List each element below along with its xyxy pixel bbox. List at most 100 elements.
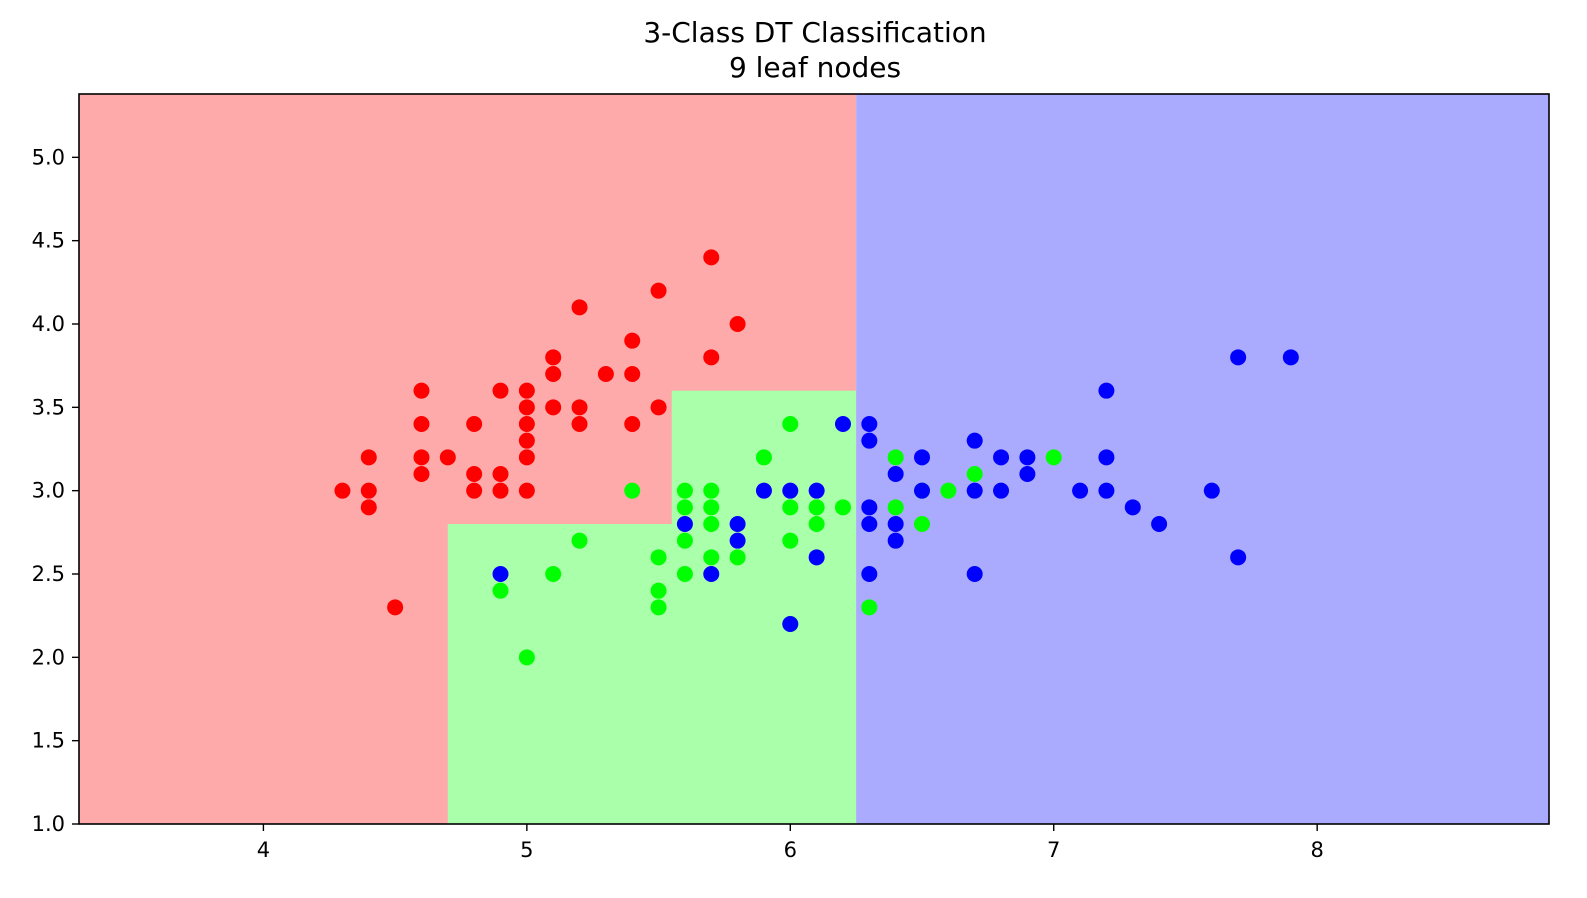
point-class-1-14: [834, 499, 851, 516]
point-class-0-5: [545, 349, 562, 366]
y-axis-ticks: 1.0 1.5 2.0 2.5 3.0 3.5 4.0 4.5 5.0: [32, 145, 79, 836]
point-class-0-15: [571, 399, 588, 416]
point-class-2-32: [1230, 549, 1247, 566]
point-class-0-16: [650, 399, 667, 416]
point-class-1-9: [940, 482, 957, 499]
point-class-0-27: [413, 466, 430, 482]
point-class-1-12: [782, 499, 799, 516]
point-class-2-7: [914, 449, 931, 466]
x-tick-label: 5: [520, 838, 533, 862]
point-class-0-12: [518, 382, 535, 399]
point-class-2-15: [808, 482, 825, 499]
chart-subtitle: 9 leaf nodes: [729, 51, 901, 84]
point-class-2-28: [1151, 516, 1168, 532]
point-class-2-11: [887, 466, 904, 482]
point-class-2-26: [861, 516, 878, 532]
point-class-2-3: [834, 416, 851, 432]
point-class-0-0: [703, 249, 720, 266]
point-class-0-4: [624, 332, 641, 349]
point-class-1-21: [782, 532, 799, 549]
point-class-0-13: [518, 399, 535, 416]
point-class-1-4: [966, 466, 983, 482]
x-tick-label: 6: [784, 838, 797, 862]
point-class-2-36: [966, 566, 983, 582]
point-class-2-16: [914, 482, 931, 499]
point-class-1-20: [571, 532, 588, 549]
y-tick-label: 2.0: [32, 645, 65, 669]
point-class-2-9: [1019, 449, 1036, 466]
point-class-2-18: [993, 482, 1010, 499]
point-class-1-18: [914, 516, 931, 532]
point-class-0-11: [492, 382, 509, 399]
point-class-1-22: [650, 549, 667, 566]
point-class-0-17: [413, 416, 430, 432]
y-tick-label: 1.0: [32, 812, 65, 836]
point-class-0-28: [466, 466, 483, 482]
point-class-2-13: [755, 482, 772, 499]
point-class-0-29: [492, 466, 509, 482]
y-tick-label: 3.0: [32, 479, 65, 503]
point-class-1-0: [782, 416, 799, 432]
point-class-2-1: [1282, 349, 1299, 366]
point-class-0-3: [729, 316, 746, 332]
point-class-2-8: [993, 449, 1010, 466]
plot-area-frame: [78, 93, 1550, 825]
point-class-0-18: [466, 416, 483, 432]
point-class-2-5: [861, 432, 878, 449]
x-tick-label: 8: [1310, 838, 1323, 862]
point-class-1-5: [624, 482, 641, 499]
point-class-2-24: [676, 516, 693, 532]
point-class-2-0: [1230, 349, 1247, 366]
x-tick-label: 4: [257, 838, 270, 862]
point-class-2-2: [1098, 382, 1115, 399]
point-class-1-10: [676, 499, 693, 516]
y-tick-label: 4.5: [32, 229, 65, 253]
point-class-2-37: [782, 616, 799, 632]
point-class-2-35: [861, 566, 878, 582]
point-class-0-36: [387, 599, 404, 616]
point-class-0-14: [545, 399, 562, 416]
point-class-1-19: [676, 532, 693, 549]
point-class-1-28: [650, 582, 667, 599]
point-class-1-27: [492, 582, 509, 599]
decision-region-class-1-1: [447, 524, 857, 824]
point-class-0-20: [571, 416, 588, 432]
point-class-2-27: [887, 516, 904, 532]
point-class-2-21: [1203, 482, 1220, 499]
point-class-2-6: [966, 432, 983, 449]
point-class-1-23: [703, 549, 720, 566]
point-class-0-19: [518, 416, 535, 432]
point-class-2-12: [1019, 466, 1036, 482]
point-class-2-22: [861, 499, 878, 516]
point-class-2-4: [861, 416, 878, 432]
point-class-1-16: [703, 516, 720, 532]
point-class-0-30: [334, 482, 351, 499]
point-class-1-24: [729, 549, 746, 566]
point-class-1-15: [887, 499, 904, 516]
point-class-0-9: [624, 366, 641, 382]
point-class-0-23: [360, 449, 377, 466]
point-class-1-29: [650, 599, 667, 616]
point-class-2-33: [492, 566, 509, 582]
y-tick-label: 4.0: [32, 312, 65, 336]
point-class-0-33: [492, 482, 509, 499]
point-class-0-35: [360, 499, 377, 516]
point-class-2-10: [1098, 449, 1115, 466]
point-class-0-8: [597, 366, 614, 382]
point-class-2-34: [703, 566, 720, 582]
point-class-1-32: [518, 649, 535, 666]
point-class-1-13: [808, 499, 825, 516]
point-class-1-26: [676, 566, 693, 582]
data-points: [334, 249, 1299, 666]
point-class-0-2: [571, 299, 588, 316]
point-class-2-29: [729, 532, 746, 549]
x-axis-ticks: 4 5 6 7 8: [257, 824, 1324, 862]
point-class-0-25: [439, 449, 456, 466]
point-class-1-2: [887, 449, 904, 466]
chart-title: 3-Class DT Classification: [643, 16, 986, 49]
decision-region-class-2-3: [856, 94, 1549, 824]
point-class-0-22: [518, 432, 535, 449]
point-class-0-26: [518, 449, 535, 466]
point-class-1-17: [808, 516, 825, 532]
point-class-2-23: [1124, 499, 1141, 516]
